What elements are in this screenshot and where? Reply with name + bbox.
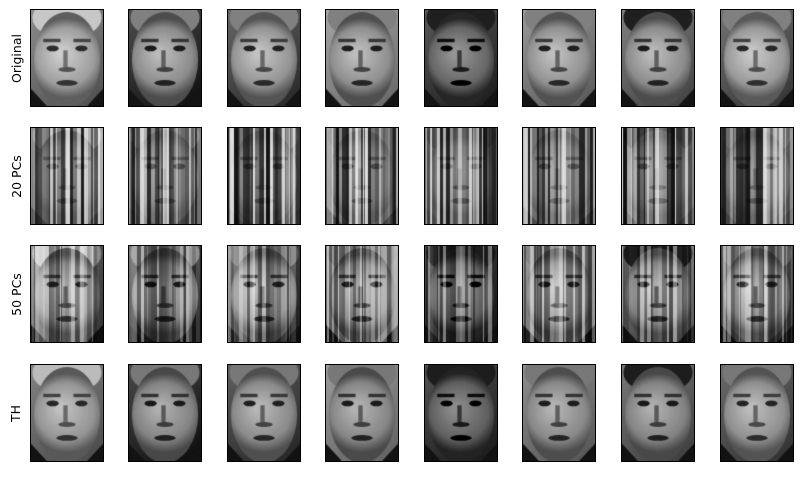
face-image	[30, 9, 104, 107]
face-image-pixels	[31, 10, 103, 106]
face-image-pixels	[523, 246, 595, 342]
face-image-pixels	[129, 246, 201, 342]
face-image-pixels	[228, 365, 300, 461]
face-image-pixels	[721, 365, 793, 461]
face-image-pixels	[326, 246, 398, 342]
row-label: TH	[6, 364, 26, 462]
face-image	[621, 127, 695, 225]
row-label-text: 50 PCs	[8, 272, 24, 316]
face-image	[30, 245, 104, 343]
row-label-text: 20 PCs	[8, 154, 24, 198]
face-image-pixels	[622, 365, 694, 461]
face-image	[424, 364, 498, 462]
face-image	[424, 9, 498, 107]
face-image	[720, 9, 794, 107]
face-image	[621, 364, 695, 462]
face-image-pixels	[228, 128, 300, 224]
face-image	[424, 127, 498, 225]
face-image	[128, 364, 202, 462]
face-image	[720, 245, 794, 343]
face-image-pixels	[622, 10, 694, 106]
face-image	[128, 9, 202, 107]
face-image	[522, 364, 596, 462]
face-image	[522, 245, 596, 343]
face-image-pixels	[622, 246, 694, 342]
face-image	[227, 9, 301, 107]
face-image	[227, 127, 301, 225]
face-image	[522, 127, 596, 225]
face-image-pixels	[425, 128, 497, 224]
face-image	[720, 127, 794, 225]
face-image	[128, 245, 202, 343]
face-image	[621, 245, 695, 343]
face-image	[30, 127, 104, 225]
row-label: 20 PCs	[6, 127, 26, 225]
row-label: Original	[6, 9, 26, 107]
face-image-pixels	[326, 365, 398, 461]
face-image-pixels	[129, 10, 201, 106]
face-image-pixels	[721, 246, 793, 342]
face-image-pixels	[31, 246, 103, 342]
face-image-pixels	[326, 128, 398, 224]
face-image-pixels	[228, 246, 300, 342]
face-image-pixels	[228, 10, 300, 106]
face-image	[325, 245, 399, 343]
face-image	[325, 127, 399, 225]
face-image	[720, 364, 794, 462]
face-image	[128, 127, 202, 225]
face-image-pixels	[523, 365, 595, 461]
face-image	[522, 9, 596, 107]
face-image	[621, 9, 695, 107]
face-image-pixels	[425, 10, 497, 106]
face-image	[424, 245, 498, 343]
face-image	[325, 9, 399, 107]
face-image	[227, 245, 301, 343]
face-image-pixels	[721, 128, 793, 224]
row-label-text: TH	[8, 404, 24, 422]
face-image-pixels	[425, 246, 497, 342]
face-image-pixels	[721, 10, 793, 106]
row-label-text: Original	[8, 33, 24, 83]
face-image-pixels	[622, 128, 694, 224]
face-image	[227, 364, 301, 462]
face-image	[325, 364, 399, 462]
face-image-pixels	[523, 128, 595, 224]
face-image-pixels	[129, 128, 201, 224]
face-image-pixels	[31, 365, 103, 461]
face-image-pixels	[523, 10, 595, 106]
face-image-pixels	[425, 365, 497, 461]
face-image-pixels	[326, 10, 398, 106]
face-image-pixels	[129, 365, 201, 461]
face-image	[30, 364, 104, 462]
face-image-pixels	[31, 128, 103, 224]
row-label: 50 PCs	[6, 245, 26, 343]
